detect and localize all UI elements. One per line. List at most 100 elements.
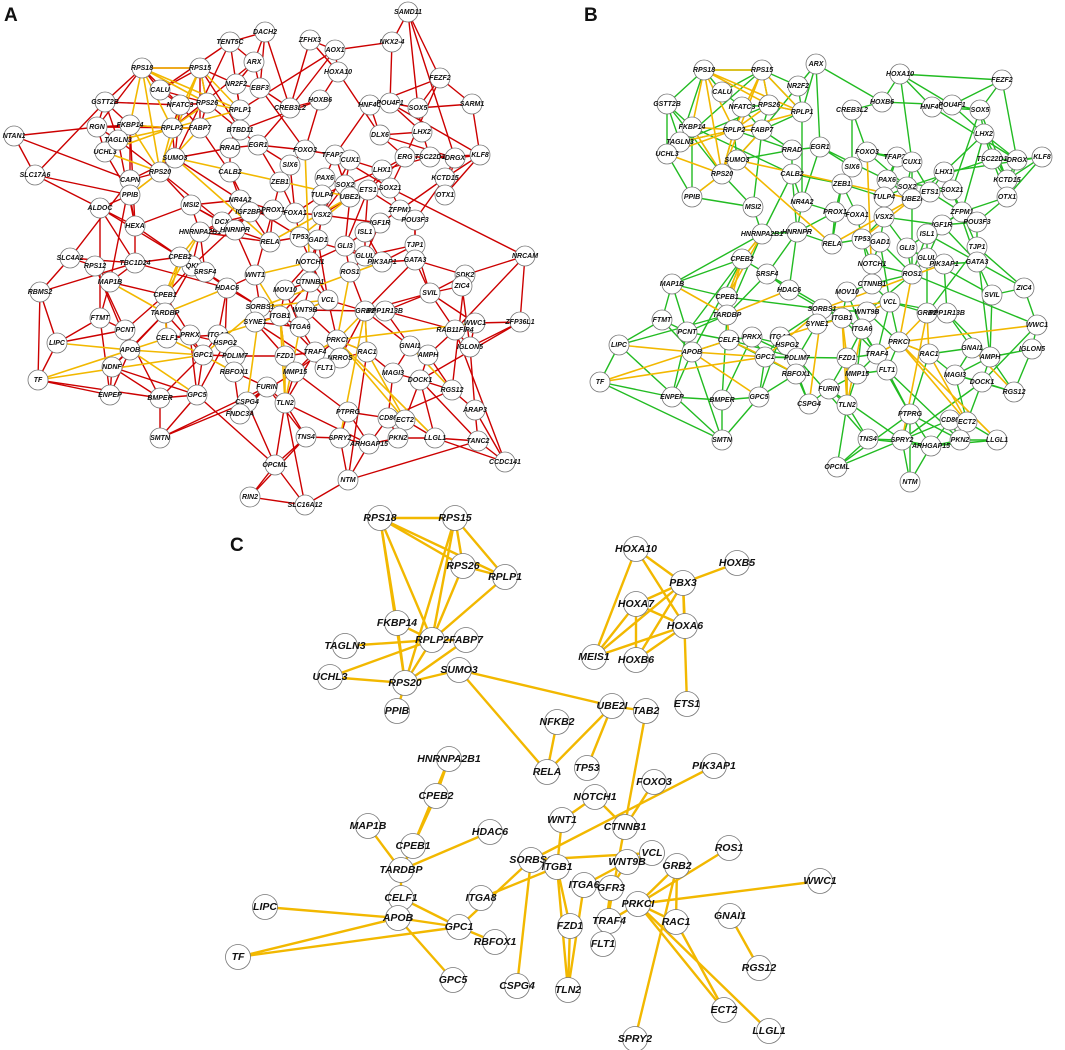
node-label: AMPH <box>417 352 440 359</box>
node-label: CALU <box>712 89 732 96</box>
node <box>324 39 346 61</box>
node <box>933 161 955 183</box>
node <box>294 139 316 161</box>
node-label: TSC22D1 <box>415 154 446 161</box>
node <box>608 334 630 356</box>
edge <box>96 67 143 128</box>
node-label: DOCK1 <box>408 377 433 384</box>
edge <box>396 916 455 982</box>
edge <box>457 668 549 774</box>
node-label: RPLP2 <box>415 634 449 646</box>
edge <box>236 916 400 959</box>
node <box>446 914 472 940</box>
node-label: PRKCI <box>326 337 349 344</box>
node <box>89 197 111 219</box>
edge <box>407 11 419 109</box>
node <box>417 344 439 366</box>
node <box>492 564 518 590</box>
node <box>846 204 868 226</box>
node <box>327 61 349 83</box>
edge <box>263 905 400 920</box>
node-label: PRKX <box>180 332 201 339</box>
node <box>590 931 616 957</box>
node <box>149 79 171 101</box>
node-label: WNT9B <box>855 309 880 316</box>
node-label: CPEB2 <box>168 254 191 261</box>
node-label: GRB2 <box>355 308 375 315</box>
node <box>337 469 359 491</box>
node-label: APOB <box>681 349 702 356</box>
node <box>581 644 607 670</box>
edge <box>618 314 728 346</box>
node-label: MOV10 <box>835 289 859 296</box>
node-label: RPS15 <box>189 65 211 72</box>
node-label: TSC22D1 <box>977 156 1008 163</box>
node-label: PKN2 <box>951 437 970 444</box>
node-label: FZD1 <box>557 920 583 932</box>
node <box>941 94 963 116</box>
node-label: ARX <box>246 59 263 66</box>
node-label: RPS15 <box>438 512 471 524</box>
edge <box>898 273 913 343</box>
node <box>149 387 171 409</box>
node <box>826 456 848 478</box>
edge <box>886 179 953 191</box>
node-label: TLN2 <box>276 400 294 407</box>
edge <box>479 865 559 900</box>
node <box>724 550 750 576</box>
node <box>357 179 379 201</box>
edge <box>686 258 743 333</box>
node-label: RPS26 <box>196 100 218 107</box>
node-label: ROS1 <box>902 271 921 278</box>
node <box>612 814 638 840</box>
edge <box>199 67 241 131</box>
edge <box>129 349 204 356</box>
node <box>269 305 291 327</box>
node <box>219 137 241 159</box>
edge <box>599 356 766 383</box>
edge <box>592 624 687 659</box>
node-label: ARHGAP15 <box>911 443 950 450</box>
node <box>186 384 208 406</box>
node-label: CAPN <box>120 177 141 184</box>
node-label: HDAC6 <box>777 287 801 294</box>
node-label: ARHGAP15 <box>349 441 388 448</box>
edge <box>336 339 436 439</box>
node-label: CPEB2 <box>418 790 453 802</box>
node <box>107 129 129 151</box>
node <box>289 316 311 338</box>
node <box>622 1026 648 1050</box>
node <box>284 202 306 224</box>
node-label: TJP1 <box>969 244 986 251</box>
node-label: ZIC4 <box>1015 285 1031 292</box>
edge <box>246 401 276 466</box>
panel-label: A <box>4 5 18 26</box>
node-label: TRAF4 <box>866 351 889 358</box>
node-label: NDNF <box>102 364 122 371</box>
node <box>504 973 530 999</box>
node <box>224 219 246 241</box>
node-label: HSPG2 <box>775 342 799 349</box>
node <box>239 486 261 508</box>
node-label: FURIN <box>256 384 278 391</box>
node-label: LLGL1 <box>424 435 446 442</box>
node-label: NRROS <box>327 355 353 362</box>
node-label: RPLP2 <box>161 125 184 132</box>
node <box>723 119 745 141</box>
node <box>889 63 911 85</box>
node <box>269 171 291 193</box>
node <box>279 97 301 119</box>
node-label: PPP1R13B <box>929 310 965 317</box>
node <box>1013 277 1035 299</box>
node-label: RAC1 <box>662 916 691 928</box>
node <box>317 664 343 690</box>
node-label: CSPG4 <box>797 401 821 408</box>
node-label: RBMS2 <box>28 289 53 296</box>
node <box>161 117 183 139</box>
node <box>311 204 333 226</box>
edge <box>691 258 743 353</box>
node <box>464 399 486 421</box>
edge <box>721 336 753 401</box>
node-label: OTX1 <box>436 192 454 199</box>
node-label: HOXB6 <box>870 99 894 106</box>
